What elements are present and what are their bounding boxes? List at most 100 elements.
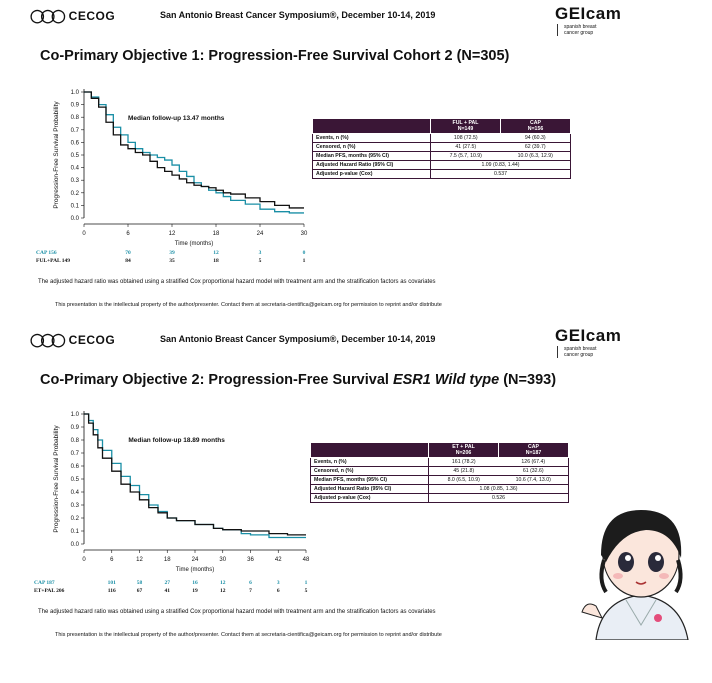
table-header-row: FUL + PAL N=149 CAP N=156 (312, 118, 571, 134)
geicam-word: GEIcam (555, 326, 622, 345)
risk-count: 12 (213, 250, 219, 256)
risk-count: 5 (259, 258, 262, 262)
x-axis-label: Time (months) (175, 241, 213, 247)
title-pre: Co-Primary Objective 2: Progression-Free… (40, 372, 393, 388)
table-row: Censored, n (%) 45 (21.8) 61 (32.6) (310, 466, 569, 476)
risk-count: 27 (165, 580, 171, 586)
row-value-a: 45 (21.8) (428, 466, 499, 476)
risk-count: 5 (305, 588, 308, 594)
cartoon-presenter-image (581, 510, 689, 640)
table-header-row: ET + PAL N=206 CAP N=187 (310, 442, 569, 458)
cecog-rings-icon: ◯◯◯ (30, 332, 66, 347)
y-tick-label: 0.0 (71, 216, 80, 222)
conference-header: San Antonio Breast Cancer Symposium®, De… (160, 10, 436, 20)
x-tick-label: 24 (257, 231, 264, 237)
row-value-a: 7.5 (5.7, 10.9) (430, 151, 501, 161)
risk-count: 3 (259, 250, 262, 256)
risk-count: 0 (303, 250, 306, 256)
row-label: Median PFS, months (95% CI) (312, 151, 431, 161)
title-em: ESR1 Wild type (392, 372, 500, 388)
slide-cohort-2: ◯◯◯ CECOG San Antonio Breast Cancer Symp… (0, 0, 712, 320)
y-tick-label: 0.6 (71, 464, 80, 470)
risk-count: 70 (125, 250, 131, 256)
header-arm-b: CAP N=187 (498, 442, 569, 458)
y-tick-label: 1.0 (71, 90, 80, 96)
ip-notice: This presentation is the intellectual pr… (55, 302, 442, 308)
slide-title: Co-Primary Objective 2: Progression-Free… (40, 372, 556, 388)
risk-count: 1 (303, 258, 306, 262)
x-tick-label: 36 (247, 557, 254, 563)
row-label: Censored, n (%) (312, 142, 431, 152)
row-value-b: 94 (60.3) (500, 133, 571, 143)
row-label: Events, n (%) (312, 133, 431, 143)
conference-header: San Antonio Breast Cancer Symposium®, De… (160, 334, 436, 344)
followup-annotation: Median follow-up 18.89 months (128, 437, 225, 444)
arm-b-name: CAP (530, 120, 541, 126)
x-tick-label: 24 (192, 557, 199, 563)
risk-count: 12 (220, 580, 226, 586)
arm-a-name: ET + PAL (452, 444, 475, 450)
header-arm-a: ET + PAL N=206 (428, 442, 499, 458)
ip-notice: This presentation is the intellectual pr… (55, 632, 442, 638)
y-tick-label: 0.2 (71, 191, 80, 197)
row-value-a: 8.0 (6.5, 10.9) (428, 475, 499, 485)
x-tick-label: 12 (169, 231, 176, 237)
km-curve-cap (84, 413, 306, 539)
geicam-sub-2: cancer group (557, 30, 627, 36)
x-tick-label: 42 (275, 557, 282, 563)
y-tick-label: 0.9 (71, 425, 80, 431)
geicam-logo: GEIcam spanish breast cancer group (555, 326, 627, 358)
row-label: Events, n (%) (310, 457, 429, 467)
risk-count: 1 (305, 580, 308, 586)
y-tick-label: 0.6 (71, 140, 80, 146)
cecog-rings-icon: ◯◯◯ (30, 8, 66, 23)
y-tick-label: 0.0 (71, 542, 80, 548)
y-tick-label: 0.4 (71, 166, 80, 172)
km-chart-cohort-2: 0.0 0.1 0.2 0.3 0.4 0.5 0.6 0.7 0.8 0.9 1.0 0 6 12 18 2… (36, 89, 308, 262)
x-tick-label: 6 (126, 231, 130, 237)
row-value-merged: 0.537 (430, 169, 571, 179)
row-value-a: 41 (27.5) (430, 142, 501, 152)
x-tick-label: 18 (164, 557, 171, 563)
risk-row-label: CAP 156 (36, 250, 57, 256)
risk-count: 101 (108, 580, 117, 586)
risk-count: 18 (213, 258, 219, 262)
arm-b-n: N=187 (525, 450, 542, 456)
table-row: Events, n (%) 108 (72.5) 94 (60.3) (312, 133, 571, 143)
geicam-word: GEIcam (555, 4, 622, 23)
table-row: Events, n (%) 161 (78.2) 126 (67.4) (310, 457, 569, 467)
risk-count: 6 (249, 580, 252, 586)
results-table-esr1: ET + PAL N=206 CAP N=187 Events, n (%) 161… (310, 442, 569, 503)
risk-row-label: CAP 187 (34, 580, 55, 586)
geicam-sub-2: cancer group (557, 352, 627, 358)
y-tick-label: 0.1 (71, 529, 80, 535)
slide-esr1-wild-type: ◯◯◯ CECOG San Antonio Breast Cancer Symp… (0, 320, 712, 660)
arm-a-n: N=149 (457, 126, 474, 132)
y-tick-label: 0.4 (71, 490, 80, 496)
row-value-b: 126 (67.4) (498, 457, 569, 467)
table-row: Adjusted p-value (Cox) 0.526 (310, 493, 569, 503)
x-tick-label: 18 (213, 231, 220, 237)
x-tick-label: 48 (303, 557, 310, 563)
hr-footnote: The adjusted hazard ratio was obtained u… (38, 609, 436, 615)
risk-count: 58 (137, 580, 143, 586)
arm-b-name: CAP (528, 444, 539, 450)
row-label: Adjusted Hazard Ratio (95% CI) (312, 160, 431, 170)
header-arm-b: CAP N=156 (500, 118, 571, 134)
row-value-merged: 1.09 (0.83, 1.44) (430, 160, 571, 170)
results-table-cohort-2: FUL + PAL N=149 CAP N=156 Events, n (%) 10… (312, 118, 571, 179)
risk-count: 16 (192, 580, 198, 586)
geicam-sub-1: spanish breast (557, 346, 627, 352)
arm-a-name: FUL + PAL (452, 120, 479, 126)
risk-count: 7 (249, 588, 252, 594)
risk-count: 116 (108, 588, 116, 594)
risk-count: 3 (277, 580, 280, 586)
geicam-logo: GEIcam spanish breast cancer group (555, 4, 627, 36)
table-row: Median PFS, months (95% CI) 8.0 (6.5, 10… (310, 475, 569, 485)
y-tick-label: 0.5 (71, 153, 80, 159)
risk-count: 19 (192, 588, 198, 594)
row-label: Censored, n (%) (310, 466, 429, 476)
row-value-a: 108 (72.5) (430, 133, 501, 143)
row-label: Adjusted p-value (Cox) (310, 493, 429, 503)
x-tick-label: 6 (110, 557, 114, 563)
